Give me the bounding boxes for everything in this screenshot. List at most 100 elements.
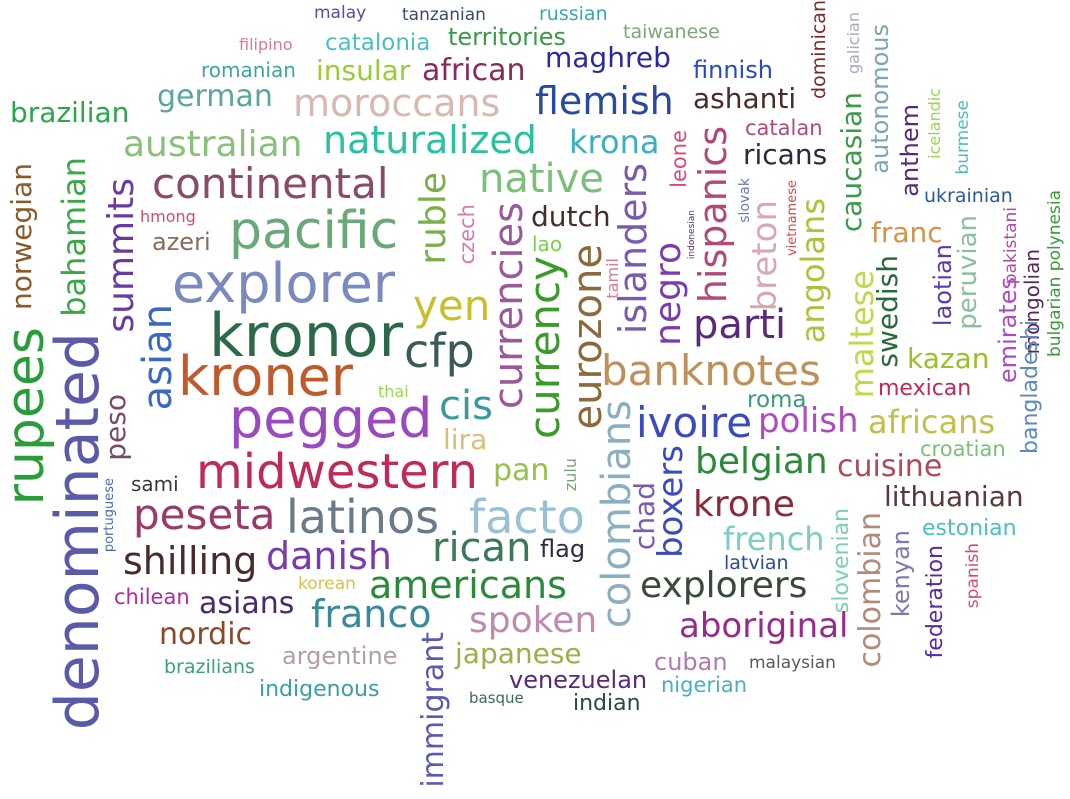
word-federation: federation <box>923 545 948 659</box>
word-cfp: cfp <box>404 324 475 378</box>
word-continental: continental <box>152 159 389 208</box>
word-brazilians: brazilians <box>164 656 255 678</box>
word-icelandic: icelandic <box>925 88 944 159</box>
word-explorers: explorers <box>640 565 808 606</box>
word-australian: australian <box>123 124 303 165</box>
word-bahamian: bahamian <box>55 157 93 317</box>
word-mexican: mexican <box>878 376 972 401</box>
word-japanese: japanese <box>455 637 582 670</box>
word-africans: africans <box>868 403 996 441</box>
word-franc: franc <box>871 216 943 249</box>
word-sami: sami <box>131 472 179 496</box>
word-galician: galician <box>844 12 863 75</box>
word-indonesian: indonesian <box>687 210 697 260</box>
word-russian: russian <box>539 3 608 25</box>
word-norwegian: norwegian <box>5 163 38 310</box>
word-polish: polish <box>758 401 859 441</box>
word-currency: currency <box>520 256 569 439</box>
word-cuban: cuban <box>654 648 728 676</box>
word-ivoire: ivoire <box>636 398 753 447</box>
word-maltese: maltese <box>843 270 881 399</box>
word-peruvian: peruvian <box>953 215 983 330</box>
word-rican: rican <box>432 525 532 571</box>
word-estonian: estonian <box>922 516 1017 541</box>
word-native: native <box>479 156 604 202</box>
word-peso: peso <box>99 394 132 461</box>
word-catalan: catalan <box>745 116 823 140</box>
word-cuisine: cuisine <box>837 449 943 484</box>
word-chad: chad <box>628 482 661 551</box>
word-caucasian: caucasian <box>835 92 868 233</box>
word-emirates: emirates <box>994 277 1022 384</box>
word-territories: territories <box>448 23 567 51</box>
word-taiwanese: taiwanese <box>623 21 720 43</box>
word-moroccans: moroccans <box>293 81 501 125</box>
word-peseta: peseta <box>133 490 276 539</box>
word-lao: lao <box>532 232 563 256</box>
word-romanian: romanian <box>201 58 296 82</box>
word-negro: negro <box>648 242 689 346</box>
word-kenyan: kenyan <box>887 530 915 618</box>
word-slovenian: slovenian <box>829 508 854 614</box>
word-zulu: zulu <box>561 458 580 492</box>
word-pacific: pacific <box>229 201 399 261</box>
word-lira: lira <box>443 423 488 456</box>
word-cis: cis <box>439 383 493 429</box>
word-pan: pan <box>493 453 550 488</box>
word-islanders: islanders <box>611 163 655 335</box>
word-bangladeshi: bangladeshi <box>1018 320 1043 454</box>
word-chilean: chilean <box>114 585 190 609</box>
word-aboriginal: aboriginal <box>679 606 849 646</box>
word-roma: roma <box>747 387 807 413</box>
word-french: french <box>723 520 825 558</box>
word-basque: basque <box>469 689 524 707</box>
word-autonomous: autonomous <box>866 24 894 174</box>
word-croatian: croatian <box>920 437 1006 461</box>
word-ricans: ricans <box>743 138 828 171</box>
word-yen: yen <box>413 281 491 330</box>
word-kazan: kazan <box>907 342 990 375</box>
word-danish: danish <box>266 534 392 578</box>
word-hispanics: hispanics <box>691 126 735 304</box>
word-indian: indian <box>573 691 641 716</box>
word-malay: malay <box>314 3 367 23</box>
word-argentine: argentine <box>282 642 398 670</box>
word-breton: breton <box>745 200 785 312</box>
word-spoken: spoken <box>469 600 598 641</box>
word-azeri: azeri <box>152 228 211 256</box>
word-african: african <box>422 53 526 88</box>
word-flemish: flemish <box>535 79 674 123</box>
word-midwestern: midwestern <box>196 444 479 500</box>
word-malaysian: malaysian <box>749 653 836 673</box>
word-finnish: finnish <box>693 56 773 84</box>
word-americans: americans <box>369 563 567 607</box>
word-krone: krone <box>693 484 795 525</box>
word-flag: flag <box>540 535 586 563</box>
word-dutch: dutch <box>531 200 611 233</box>
word-asians: asians <box>199 586 295 621</box>
word-angolans: angolans <box>794 198 832 344</box>
word-portuguese: portuguese <box>102 478 117 553</box>
word-catalonia: catalonia <box>325 30 431 56</box>
word-latinos: latinos <box>286 490 440 544</box>
word-anthem: anthem <box>896 104 924 197</box>
word-parti: parti <box>693 302 787 348</box>
word-filipino: filipino <box>239 35 293 54</box>
word-maghreb: maghreb <box>545 41 671 74</box>
word-ashanti: ashanti <box>693 82 797 115</box>
word-krona: krona <box>569 123 660 161</box>
word-kroner: kroner <box>178 345 353 408</box>
word-korean: korean <box>298 574 356 594</box>
word-colombian: colombian <box>853 512 888 668</box>
word-burmese: burmese <box>953 100 973 175</box>
word-indigenous: indigenous <box>259 677 380 702</box>
word-laotian: laotian <box>929 244 957 327</box>
word-banknotes: banknotes <box>601 346 821 395</box>
word-kronor: kronor <box>209 301 404 371</box>
word-franco: franco <box>311 592 432 636</box>
word-venezuelan: venezuelan <box>509 666 648 694</box>
word-pakistani: pakistani <box>1001 207 1021 285</box>
word-asian: asian <box>135 304 181 411</box>
word-pegged: pegged <box>229 387 433 450</box>
